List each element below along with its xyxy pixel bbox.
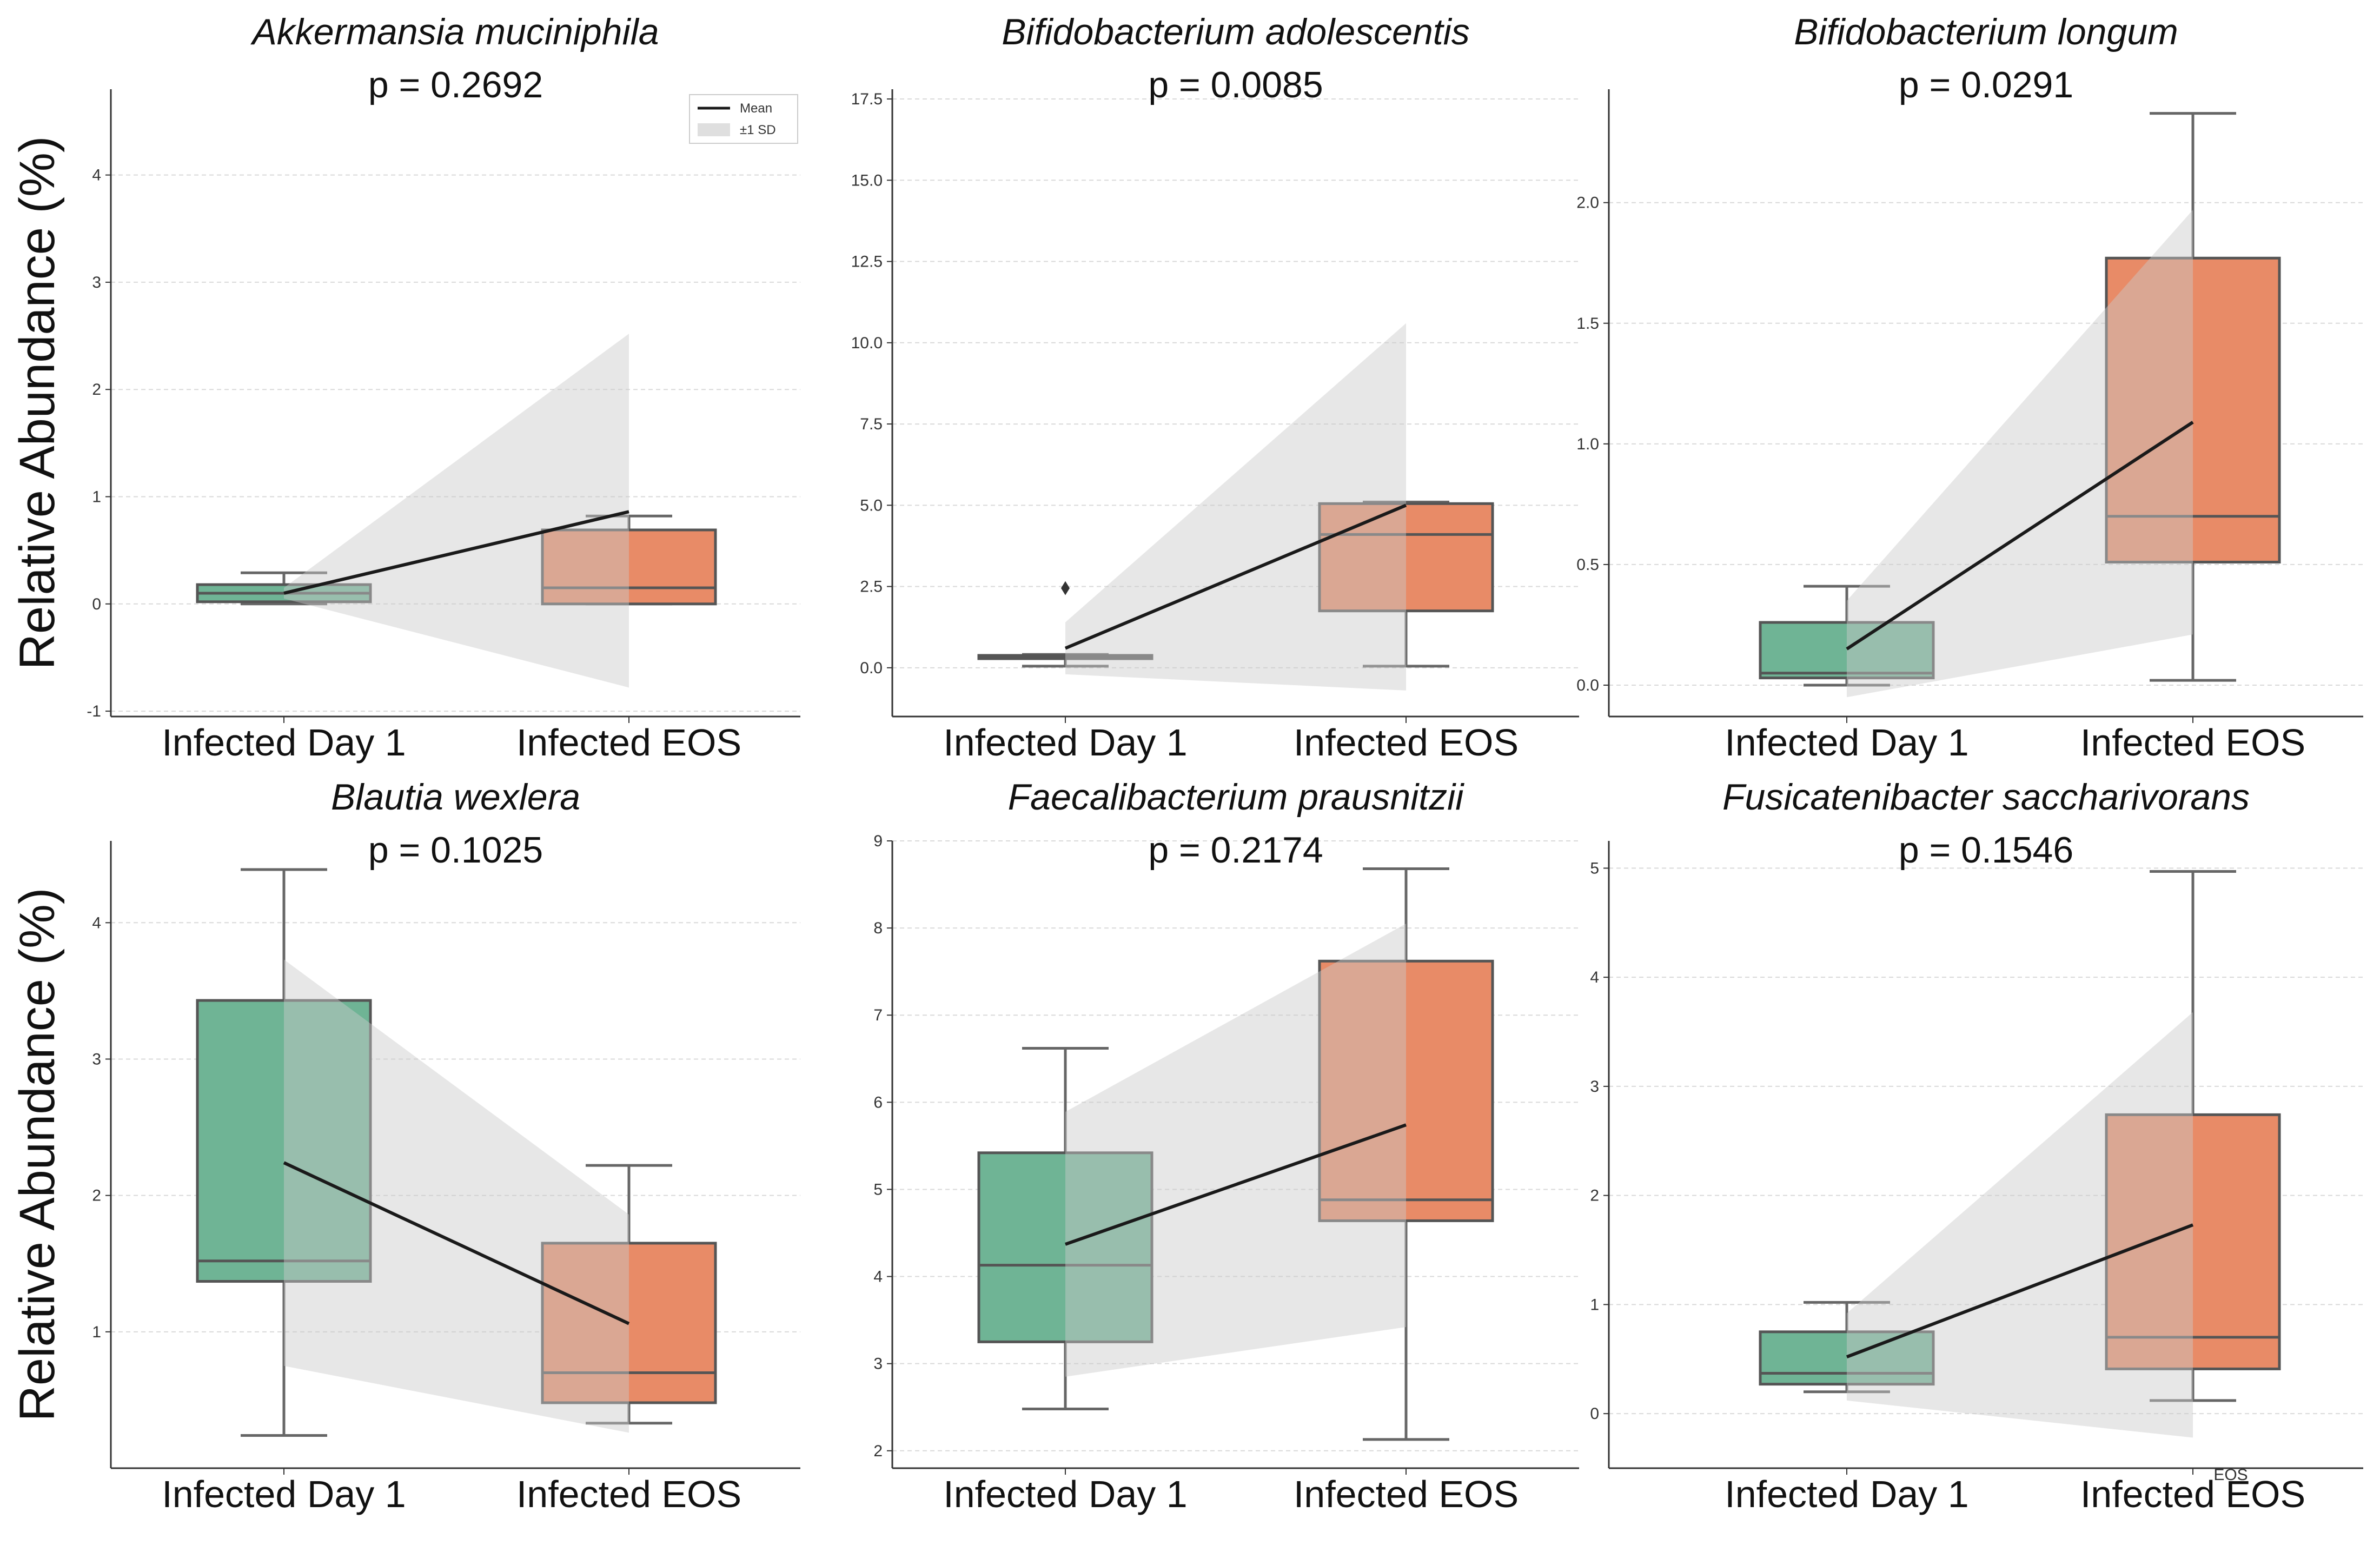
x-category-label: Infected Day 1 xyxy=(162,721,406,764)
chart-p-value: p = 0.0291 xyxy=(1899,64,2073,105)
sd-band xyxy=(284,334,629,688)
x-category-label: Infected EOS xyxy=(2080,1473,2305,1515)
sd-band xyxy=(284,959,629,1433)
y-tick-label: 6 xyxy=(873,1093,883,1111)
y-tick-label: 17.5 xyxy=(851,90,883,108)
y-tick-label: 3 xyxy=(873,1355,883,1373)
box-infected-eos xyxy=(2105,256,2281,563)
x-category-label: Infected Day 1 xyxy=(1725,721,1968,764)
mean-line xyxy=(1846,421,2194,651)
y-tick-label: 2 xyxy=(873,1442,883,1460)
panel-6: 0 1 2 3 4 5 Infected Day 1 Infected EOS Fusicate… xyxy=(1590,777,2363,1515)
x-category-label: Infected Day 1 xyxy=(943,721,1187,764)
y-tick-label: 2.0 xyxy=(1576,194,1599,212)
y-tick-label: 4 xyxy=(92,914,101,932)
box-infected-day1 xyxy=(1759,621,1935,680)
sd-band xyxy=(1065,924,1406,1377)
y-tick-label: 2.5 xyxy=(860,578,883,596)
box-infected-eos xyxy=(2105,1113,2281,1370)
chart-title-species: Faecalibacterium prausnitzii xyxy=(1008,777,1465,818)
y-tick-label: 3 xyxy=(92,1050,101,1068)
x-category-label: Infected EOS xyxy=(516,721,741,764)
box-infected-day1 xyxy=(977,1151,1153,1343)
y-tick-label: 3 xyxy=(1590,1078,1599,1096)
y-axis-label: Relative Abundance (%) xyxy=(10,887,65,1421)
legend-band-label: ±1 SD xyxy=(740,123,776,137)
mean-line xyxy=(1846,1223,2194,1359)
sd-band xyxy=(1065,323,1406,691)
box-infected-eos xyxy=(541,528,717,606)
y-tick-label: 2 xyxy=(1590,1187,1599,1205)
x-category-label: Infected EOS xyxy=(1294,1473,1519,1515)
y-tick-label: 2 xyxy=(92,381,101,399)
outlier-point xyxy=(1061,581,1070,595)
legend-band-swatch xyxy=(698,123,730,136)
chart-p-value: p = 0.1546 xyxy=(1899,830,2073,871)
y-tick-label: 10.0 xyxy=(851,334,883,352)
chart-title-species: Fusicatenibacter saccharivorans xyxy=(1722,777,2250,818)
legend-mean-label: Mean xyxy=(740,101,772,116)
y-tick-label: 1.5 xyxy=(1576,315,1599,333)
panel-4: 1 2 3 4 Infected Day 1 Infected EOS Blautia we… xyxy=(10,777,800,1515)
y-tick-label: 4 xyxy=(1590,969,1599,986)
y-tick-label: 1 xyxy=(92,1323,101,1341)
x-category-label: Infected Day 1 xyxy=(162,1473,406,1515)
box-infected-eos xyxy=(1318,502,1494,613)
chart-p-value: p = 0.2174 xyxy=(1148,830,1323,871)
y-tick-label: 5 xyxy=(1590,859,1599,877)
y-tick-label: 2 xyxy=(92,1187,101,1205)
y-tick-label: 1 xyxy=(92,488,101,506)
chart-title-species: Blautia wexlera xyxy=(331,777,580,818)
chart-title-species: Akkermansia muciniphila xyxy=(250,11,659,52)
sd-band xyxy=(1847,210,2193,698)
y-tick-label: 3 xyxy=(92,274,101,291)
box-infected-day1 xyxy=(1759,1330,1935,1386)
chart-p-value: p = 0.1025 xyxy=(368,830,543,871)
chart-title-species: Bifidobacterium longum xyxy=(1794,11,2178,52)
panel-3: 0.0 0.5 1.0 1.5 2.0 Infected Day 1 Infected EO… xyxy=(1576,11,2363,764)
y-tick-label: 4 xyxy=(873,1268,883,1286)
y-tick-label: 1 xyxy=(1590,1296,1599,1314)
mean-line xyxy=(283,1161,630,1325)
y-axis-label: Relative Abundance (%) xyxy=(10,136,65,669)
mean-line xyxy=(283,510,629,595)
x-category-label: Infected EOS xyxy=(2080,721,2305,764)
y-tick-label: 0.0 xyxy=(860,659,883,677)
y-tick-label: 5.0 xyxy=(860,496,883,514)
mean-line xyxy=(1064,503,1407,650)
y-tick-label: 0.5 xyxy=(1576,556,1599,574)
mean-line xyxy=(1065,1123,1407,1246)
y-tick-label: 7 xyxy=(873,1006,883,1024)
x-category-label: Infected Day 1 xyxy=(1725,1473,1968,1515)
sd-band xyxy=(1847,1012,2193,1438)
x-category-label: Infected EOS xyxy=(516,1473,741,1515)
panel-2: 0.0 2.5 5.0 7.5 10.0 12.5 15.0 17.5 Infected Day… xyxy=(851,11,1579,764)
y-tick-label: 12.5 xyxy=(851,253,883,271)
y-tick-label: -1 xyxy=(87,702,101,720)
y-tick-label: 5 xyxy=(873,1180,883,1198)
x-category-label: Infected Day 1 xyxy=(943,1473,1187,1515)
chart-title-species: Bifidobacterium adolescentis xyxy=(1002,11,1470,52)
y-tick-label: 0 xyxy=(1590,1405,1599,1423)
y-tick-label: 9 xyxy=(873,832,883,850)
legend: Mean ±1 SD xyxy=(689,94,798,144)
y-tick-label: 4 xyxy=(92,167,101,184)
chart-p-value: p = 0.0085 xyxy=(1148,64,1323,105)
y-tick-label: 0.0 xyxy=(1576,676,1599,694)
y-tick-label: 15.0 xyxy=(851,171,883,189)
panel-5: 2 3 4 5 6 7 8 9 Infected Day 1 Infected EOS Faecal… xyxy=(873,777,1579,1515)
y-tick-label: 8 xyxy=(873,919,883,937)
y-tick-label: 0 xyxy=(92,595,101,613)
y-tick-label: 1.0 xyxy=(1576,435,1599,453)
panel-1: -1 0 1 2 3 4 Infected Day 1 Infected EOS Akkerma… xyxy=(10,11,800,764)
box-infected-day1 xyxy=(196,999,372,1283)
x-category-label: Infected EOS xyxy=(1294,721,1519,764)
x-extra-label: EOS xyxy=(2213,1466,2248,1484)
y-tick-label: 7.5 xyxy=(860,415,883,433)
chart-p-value: p = 0.2692 xyxy=(368,64,543,105)
box-infected-eos xyxy=(1318,959,1494,1222)
